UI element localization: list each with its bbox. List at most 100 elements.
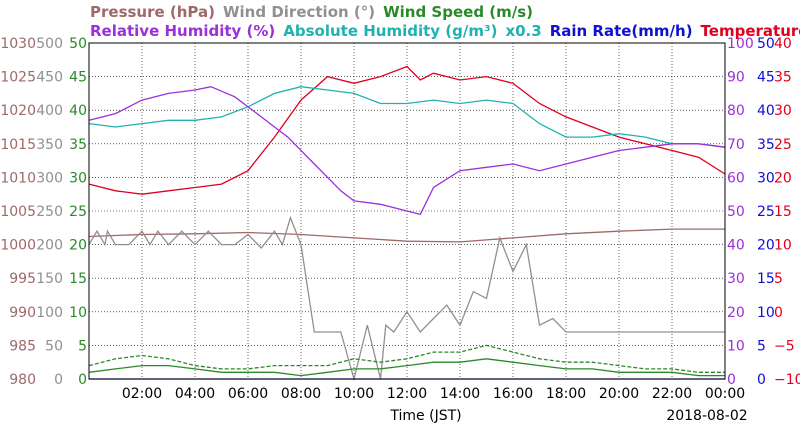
plot-frame: [88, 42, 726, 380]
x-tick-label: 10:00: [334, 386, 374, 402]
y-tick-label: 0: [54, 372, 63, 388]
y-tick-label: 980: [9, 372, 36, 388]
legend-entry: Wind Direction (°): [223, 3, 375, 21]
x-tick-label: 12:00: [387, 386, 427, 402]
x-tick-label: 06:00: [228, 386, 268, 402]
y-tick-label: 40: [727, 238, 745, 254]
series-line: [88, 86, 726, 216]
y-tick-label: 985: [9, 338, 36, 354]
x-tick-label: 00:00: [705, 386, 745, 402]
x-tick-label: 20:00: [599, 386, 639, 402]
y-tick-label: 25: [774, 137, 792, 153]
series-line: [88, 358, 725, 377]
y-tick-label: 50: [727, 204, 745, 220]
y-tick-label: 15: [69, 271, 87, 287]
y-tick-label: 200: [36, 238, 63, 254]
x-tick-label: 04:00: [175, 386, 215, 402]
y-tick-label: 1000: [0, 238, 36, 254]
y-tick-label: 40: [757, 103, 775, 119]
y-tick-label: 5: [757, 338, 766, 354]
y-tick-label: −5: [774, 338, 795, 354]
y-tick-label: 25: [757, 204, 775, 220]
y-tick-label: 10: [69, 305, 87, 321]
y-tick-label: 0: [757, 372, 766, 388]
y-tick-label: 100: [727, 36, 754, 52]
y-tick-label: 100: [36, 305, 63, 321]
y-tick-label: 35: [69, 137, 87, 153]
legend-entry: Rain Rate(mm/h): [550, 22, 693, 40]
y-tick-label: 1005: [0, 204, 36, 220]
y-tick-label: 1025: [0, 70, 36, 86]
x-tick-label: 02:00: [122, 386, 162, 402]
y-tick-label: 30: [757, 170, 775, 186]
x-tick-label: 14:00: [440, 386, 480, 402]
y-tick-label: 5: [78, 338, 87, 354]
y-tick-label: 90: [727, 70, 745, 86]
series-lines: [88, 65, 726, 382]
y-tick-label: 40: [69, 103, 87, 119]
legend-entry: Relative Humidity (%): [90, 22, 275, 40]
y-tick-label: 1030: [0, 36, 36, 52]
y-tick-label: 80: [727, 103, 745, 119]
y-tick-label: 40: [774, 36, 792, 52]
y-tick-label: 1020: [0, 103, 36, 119]
y-tick-label: 30: [727, 271, 745, 287]
y-tick-label: 50: [757, 36, 775, 52]
y-tick-label: 300: [36, 170, 63, 186]
series-line: [88, 344, 725, 373]
legend: Pressure (hPa) Wind Direction (°) Wind Spe…: [90, 3, 800, 40]
x-axis-label: Time (JST): [389, 408, 461, 424]
y-tick-label: −10: [774, 372, 800, 388]
y-tick-label: 500: [36, 36, 63, 52]
y-tick-label: 1010: [0, 170, 36, 186]
series-line: [88, 86, 726, 148]
legend-entry: Temperature (°C): [701, 22, 800, 40]
y-tick-label: 10: [774, 238, 792, 254]
x-tick-label: 22:00: [652, 386, 692, 402]
y-tick-label: 990: [9, 305, 36, 321]
legend-entry: Pressure (hPa): [90, 3, 215, 21]
y-tick-label: 400: [36, 103, 63, 119]
y-tick-label: 450: [36, 70, 63, 86]
y-tick-label: 0: [78, 372, 87, 388]
y-tick-label: 60: [727, 170, 745, 186]
y-tick-label: 15: [757, 271, 775, 287]
x-tick-label: 16:00: [493, 386, 533, 402]
y-tick-label: 150: [36, 271, 63, 287]
y-tick-label: 45: [69, 70, 87, 86]
y-tick-label: 35: [774, 70, 792, 86]
y-tick-label: 45: [757, 70, 775, 86]
y-tick-label: 350: [36, 137, 63, 153]
y-tick-label: 995: [9, 271, 36, 287]
y-tick-label: 30: [774, 103, 792, 119]
date-label: 2018-08-02: [666, 408, 747, 424]
y-tick-label: 30: [69, 170, 87, 186]
y-tick-label: 0: [727, 372, 736, 388]
y-tick-label: 0: [774, 305, 783, 321]
legend-entry: x0.3: [505, 22, 541, 40]
axis-ticks: 1030102510201015101010051000995990985980…: [0, 36, 800, 402]
y-tick-label: 250: [36, 204, 63, 220]
y-tick-label: 35: [757, 137, 775, 153]
y-tick-label: 50: [69, 36, 87, 52]
y-tick-label: 20: [757, 238, 775, 254]
y-tick-label: 15: [774, 204, 792, 220]
y-tick-label: 1015: [0, 137, 36, 153]
y-tick-label: 20: [727, 305, 745, 321]
y-tick-label: 50: [45, 338, 63, 354]
y-tick-label: 5: [774, 271, 783, 287]
y-tick-label: 10: [757, 305, 775, 321]
series-line: [88, 65, 726, 195]
y-tick-label: 20: [69, 238, 87, 254]
series-line: [88, 215, 725, 382]
legend-entry: Wind Speed (m/s): [383, 3, 533, 21]
x-tick-label: 08:00: [281, 386, 321, 402]
y-tick-label: 70: [727, 137, 745, 153]
series-line: [88, 228, 725, 243]
y-tick-label: 25: [69, 204, 87, 220]
x-tick-label: 18:00: [546, 386, 586, 402]
y-tick-label: 10: [727, 338, 745, 354]
legend-entry: Absolute Humidity (g/m³): [283, 22, 497, 40]
y-tick-label: 20: [774, 170, 792, 186]
